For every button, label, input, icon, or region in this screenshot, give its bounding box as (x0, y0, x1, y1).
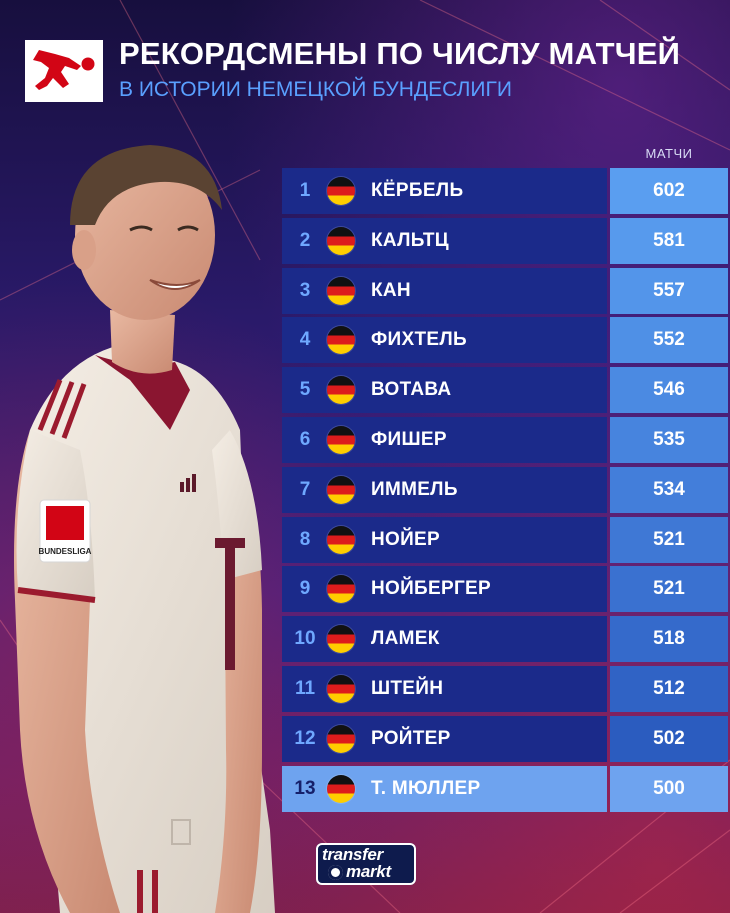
player-name: ВОТАВА (371, 379, 452, 401)
player-name: ФИШЕР (371, 428, 447, 450)
row-main-cell: 13 Т. МЮЛЛЕР (282, 765, 607, 812)
player-name: ИММЕЛЬ (371, 478, 458, 500)
brand-line-1: transfer (322, 845, 383, 864)
table-row: 1 КЁРБЕЛЬ 602 (282, 168, 728, 214)
sleeve-badge-text: BUNDESLIGA (39, 547, 92, 556)
rank-number: 13 (294, 777, 316, 799)
matches-value: 502 (610, 715, 728, 762)
player-name: НОЙБЕРГЕР (371, 578, 491, 600)
matches-value: 521 (610, 566, 728, 613)
germany-flag-icon (327, 674, 355, 703)
bundesliga-logo-icon (25, 40, 103, 102)
page-title: РЕКОРДСМЕНЫ ПО ЧИСЛУ МАТЧЕЙ (119, 36, 681, 71)
table-row: 4 ФИХТЕЛЬ 552 (282, 317, 728, 364)
rank-number: 6 (299, 428, 311, 450)
matches-value: 518 (610, 616, 728, 663)
rank-number: 3 (299, 279, 311, 301)
rank-number: 9 (299, 578, 311, 600)
rank-number: 4 (299, 329, 311, 351)
player-name: КЁРБЕЛЬ (371, 180, 464, 201)
matches-value: 546 (610, 367, 728, 414)
brand-line-2: markt (346, 862, 391, 881)
germany-flag-icon (327, 326, 355, 355)
matches-value: 500 (610, 765, 728, 812)
player-name: КАН (371, 279, 411, 301)
player-name: ЛАМЕК (371, 628, 440, 650)
player-name: НОЙЕР (371, 528, 441, 550)
rank-number: 1 (299, 180, 311, 201)
germany-flag-icon (327, 475, 355, 504)
germany-flag-icon (327, 774, 355, 803)
row-main-cell: 4 ФИХТЕЛЬ (282, 317, 607, 364)
matches-value: 557 (610, 267, 728, 314)
table-row: 5 ВОТАВА 546 (282, 367, 728, 414)
germany-flag-icon (327, 575, 355, 604)
table-row: 3 КАН 557 (282, 267, 728, 314)
rank-number: 7 (299, 478, 311, 500)
germany-flag-icon (327, 425, 355, 454)
records-table: 1 КЁРБЕЛЬ 602 2 КАЛЬТЦ 581 3 КАН 557 4 ФИХТЕЛЬ 552 5… (282, 168, 728, 815)
germany-flag-icon (327, 376, 355, 405)
row-main-cell: 7 ИММЕЛЬ (282, 466, 607, 513)
player-photo: BUNDESLIGA (0, 130, 330, 913)
table-row: 2 КАЛЬТЦ 581 (282, 217, 728, 264)
rank-number: 2 (299, 229, 311, 251)
row-main-cell: 10 ЛАМЕК (282, 616, 607, 663)
matches-value: 552 (610, 317, 728, 364)
row-main-cell: 11 ШТЕЙН (282, 665, 607, 712)
rank-number: 5 (299, 379, 311, 401)
table-row: 8 НОЙЕР 521 (282, 516, 728, 563)
matches-value: 534 (610, 466, 728, 513)
matches-value: 512 (610, 665, 728, 712)
row-main-cell: 5 ВОТАВА (282, 367, 607, 414)
rank-number: 12 (294, 727, 316, 749)
row-main-cell: 3 КАН (282, 267, 607, 314)
transfermarkt-logo: transfer markt (316, 843, 416, 885)
rank-number: 8 (299, 528, 311, 550)
player-name: ФИХТЕЛЬ (371, 329, 467, 351)
player-name: Т. МЮЛЛЕР (371, 777, 481, 799)
row-main-cell: 1 КЁРБЕЛЬ (282, 168, 607, 214)
row-main-cell: 12 РОЙТЕР (282, 715, 607, 762)
matches-value: 602 (610, 168, 728, 214)
germany-flag-icon (327, 525, 355, 554)
row-main-cell: 9 НОЙБЕРГЕР (282, 566, 607, 613)
player-name: РОЙТЕР (371, 727, 451, 749)
germany-flag-icon (327, 625, 355, 654)
matches-value: 521 (610, 516, 728, 563)
table-row: 7 ИММЕЛЬ 534 (282, 466, 728, 513)
rank-number: 10 (294, 628, 316, 650)
table-row: 13 Т. МЮЛЛЕР 500 (282, 765, 728, 812)
page-subtitle: В ИСТОРИИ НЕМЕЦКОЙ БУНДЕСЛИГИ (119, 78, 512, 101)
table-row: 12 РОЙТЕР 502 (282, 715, 728, 762)
row-main-cell: 6 ФИШЕР (282, 416, 607, 463)
germany-flag-icon (327, 724, 355, 753)
row-main-cell: 8 НОЙЕР (282, 516, 607, 563)
player-name: ШТЕЙН (371, 677, 444, 699)
football-icon (328, 865, 343, 880)
table-row: 6 ФИШЕР 535 (282, 416, 728, 463)
germany-flag-icon (327, 226, 355, 255)
table-row: 11 ШТЕЙН 512 (282, 665, 728, 712)
table-row: 10 ЛАМЕК 518 (282, 616, 728, 663)
matches-value: 535 (610, 416, 728, 463)
row-main-cell: 2 КАЛЬТЦ (282, 217, 607, 264)
rank-number: 11 (294, 677, 316, 699)
table-row: 9 НОЙБЕРГЕР 521 (282, 566, 728, 613)
matches-column-header: МАТЧИ (645, 146, 693, 161)
germany-flag-icon (327, 177, 355, 205)
germany-flag-icon (327, 276, 355, 305)
player-name: КАЛЬТЦ (371, 229, 449, 251)
matches-value: 581 (610, 217, 728, 264)
